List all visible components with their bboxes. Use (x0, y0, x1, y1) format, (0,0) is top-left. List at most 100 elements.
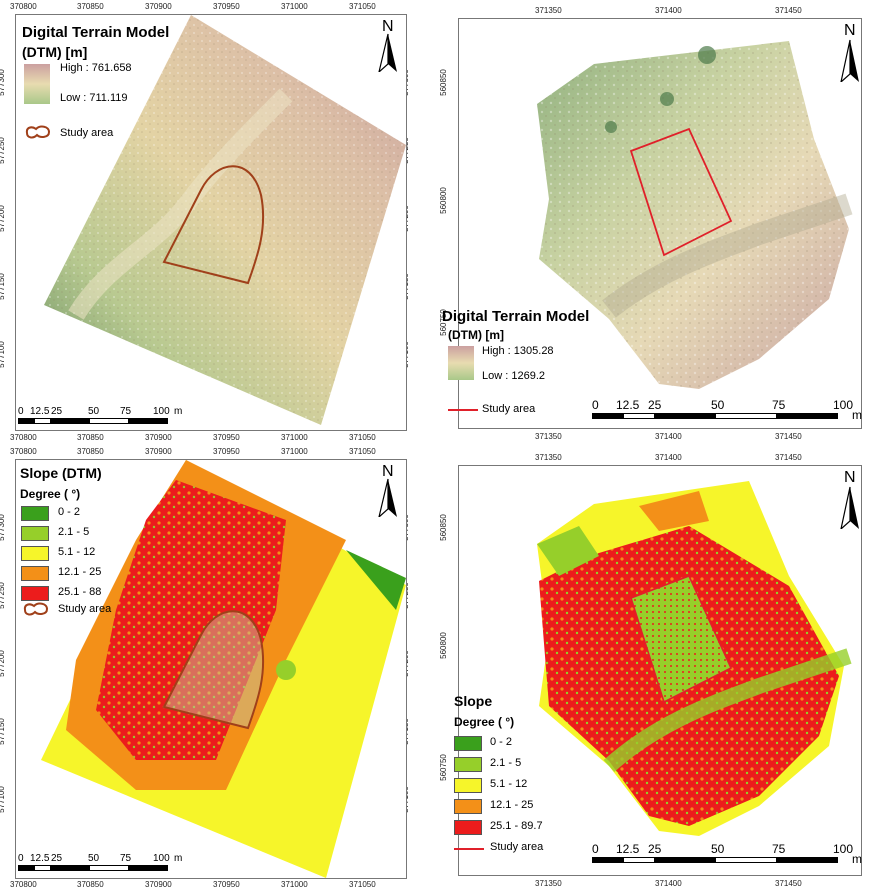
scale-label: 25 (648, 842, 662, 856)
x-tick: 371350 (535, 432, 562, 441)
x-tick: 370800 (10, 447, 37, 456)
study-area-symbol (454, 848, 484, 850)
x-tick: 371050 (349, 447, 376, 456)
north-label: N (844, 469, 856, 486)
y-tick: 577250 (0, 137, 6, 164)
y-tick: 560800 (438, 187, 448, 214)
slope-swatch-4 (454, 820, 482, 835)
scale-label: 0 (18, 406, 24, 417)
x-tick: 370950 (213, 433, 240, 442)
scale-unit: m (174, 406, 183, 417)
x-tick: 370950 (213, 447, 240, 456)
panel-slope-site1: 370800 370850 370900 370950 371000 37105… (0, 445, 440, 892)
x-tick: 371050 (349, 433, 376, 442)
x-tick: 370950 (213, 2, 240, 11)
x-tick: 370850 (77, 2, 104, 11)
slope-swatch-1 (21, 526, 49, 541)
study-area-outline (162, 610, 265, 730)
legend-study-area: Study area (60, 127, 114, 139)
map-frame (15, 459, 407, 879)
scale-label: 75 (120, 853, 132, 864)
slope-class-label: 12.1 - 25 (58, 566, 102, 578)
scale-label: 12.5 (30, 406, 50, 417)
slope-class-label: 12.1 - 25 (490, 799, 534, 811)
study-area-outline (162, 165, 265, 285)
north-arrow-icon (840, 39, 859, 84)
north-label: N (844, 22, 856, 39)
panel-slope-site2: 371350 371400 371450 560850 560800 56075… (438, 445, 886, 892)
x-tick: 371450 (775, 6, 802, 15)
x-tick: 371400 (655, 432, 682, 441)
slope-swatch-3 (21, 566, 49, 581)
legend-low: Low : 1269.2 (482, 370, 545, 382)
north-label: N (382, 18, 394, 35)
north-arrow-icon (377, 33, 397, 74)
x-tick: 371350 (535, 6, 562, 15)
slope-raster (537, 481, 852, 836)
x-tick: 370850 (77, 880, 104, 889)
scale-unit: m (174, 853, 183, 864)
x-tick: 370950 (213, 880, 240, 889)
scale-label: 50 (88, 406, 100, 417)
x-tick: 371050 (349, 2, 376, 11)
scale-label: 50 (711, 842, 725, 856)
slope-swatch-1 (454, 757, 482, 772)
north-arrow: N (376, 463, 400, 522)
legend-subtitle: Degree ( °) (454, 715, 515, 729)
y-tick: 577150 (0, 718, 6, 745)
legend-subtitle: Degree ( °) (20, 487, 81, 501)
legend-study-area: Study area (58, 603, 112, 615)
legend-title-unit: (DTM) [m] (448, 328, 504, 342)
scale-label: 0 (18, 853, 24, 864)
scale-label: 12.5 (30, 853, 50, 864)
slope-class-label: 5.1 - 12 (58, 546, 96, 558)
scale-label: 25 (51, 853, 63, 864)
north-arrow: N (838, 22, 862, 87)
y-tick: 577100 (0, 786, 6, 813)
north-arrow: N (376, 18, 400, 77)
scale-label: 100 (833, 842, 854, 856)
slope-class-label: 0 - 2 (490, 736, 513, 748)
y-tick: 560800 (438, 632, 448, 659)
legend-title: Slope (DTM) (20, 465, 102, 481)
scale-label: 12.5 (616, 842, 640, 856)
map-frame (458, 18, 862, 429)
map-frame (15, 14, 407, 431)
x-tick: 370850 (77, 447, 104, 456)
dtm-colorbar (448, 346, 474, 380)
scale-label: 75 (772, 398, 786, 412)
y-tick: 577200 (0, 650, 6, 677)
scale-label: 25 (51, 406, 63, 417)
scale-label: 100 (833, 398, 854, 412)
slope-class-label: 25.1 - 88 (58, 586, 102, 598)
legend-high: High : 1305.28 (482, 345, 554, 357)
scale-label: 50 (711, 398, 725, 412)
slope-swatch-0 (21, 506, 49, 521)
x-tick: 370900 (145, 2, 172, 11)
y-tick: 577300 (0, 69, 6, 96)
study-area-symbol (23, 602, 49, 616)
slope-swatch-3 (454, 799, 482, 814)
x-tick: 371000 (281, 433, 308, 442)
study-area-symbol (25, 125, 51, 139)
y-tick: 577250 (0, 582, 6, 609)
y-tick: 577100 (0, 341, 6, 368)
x-tick: 371350 (535, 453, 562, 462)
legend-title: Slope (454, 693, 493, 709)
scale-label: 25 (648, 398, 662, 412)
scale-label: 12.5 (616, 398, 640, 412)
legend-title: Digital Terrain Model (22, 24, 170, 41)
x-tick: 371450 (775, 453, 802, 462)
x-tick: 371400 (655, 453, 682, 462)
legend-study-area: Study area (490, 841, 544, 853)
panel-dtm-site1: 370800 370850 370900 370950 371000 37105… (0, 0, 440, 445)
slope-swatch-4 (21, 586, 49, 601)
slope-class-label: 5.1 - 12 (490, 778, 528, 790)
study-area-symbol (448, 409, 478, 411)
x-tick: 370800 (10, 433, 37, 442)
x-tick: 371450 (775, 879, 802, 888)
scale-label: 100 (153, 406, 170, 417)
x-tick: 370850 (77, 433, 104, 442)
study-area-outline (629, 127, 733, 257)
x-tick: 370900 (145, 433, 172, 442)
